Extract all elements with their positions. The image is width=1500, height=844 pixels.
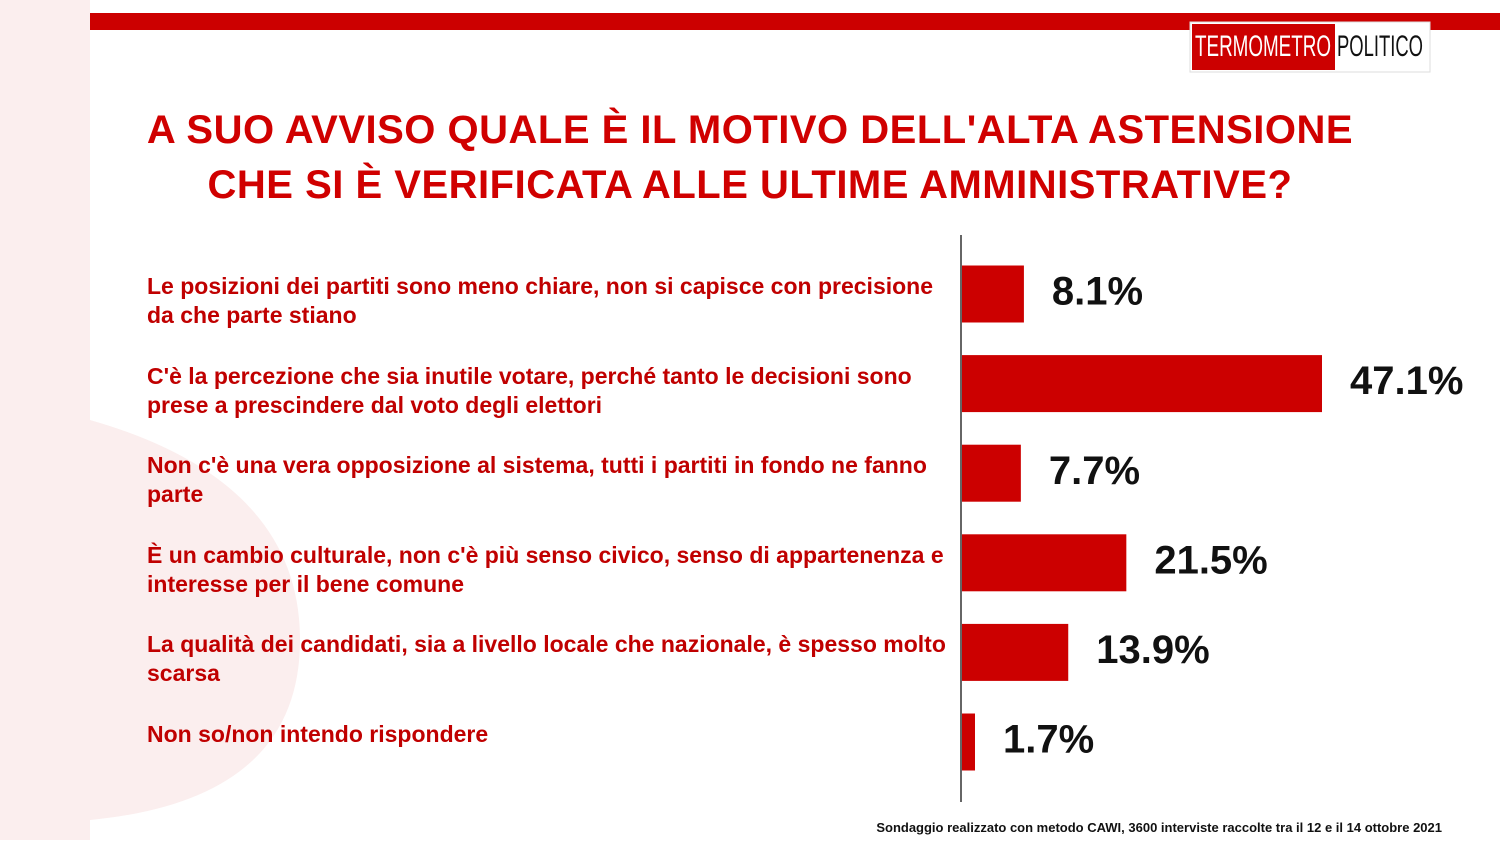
value-label: 7.7% xyxy=(1049,449,1140,493)
chart-title: A SUO AVVISO QUALE È IL MOTIVO DELL'ALTA… xyxy=(146,108,1354,152)
value-label: 47.1% xyxy=(1350,359,1463,403)
value-label: 1.7% xyxy=(1003,718,1094,762)
bar xyxy=(962,355,1322,413)
category-label: La qualità dei candidati, sia a livello … xyxy=(147,631,946,687)
logo-left: TERMOMETRO xyxy=(1195,30,1331,63)
logo-right: POLITICO xyxy=(1337,30,1423,63)
value-label: 21.5% xyxy=(1154,538,1267,582)
logo-red xyxy=(1192,24,1335,70)
bar xyxy=(962,713,975,771)
bar xyxy=(962,534,1127,592)
category-label: Non c'è una vera opposizione al sistema,… xyxy=(147,452,927,508)
category-label: È un cambio culturale, non c'è più senso… xyxy=(147,541,944,597)
top-band xyxy=(0,13,1500,30)
bar xyxy=(962,265,1024,323)
chart-title: CHE SI È VERIFICATA ALLE ULTIME AMMINIST… xyxy=(207,163,1293,207)
value-label: 13.9% xyxy=(1096,628,1209,672)
footnote: Sondaggio realizzato con metodo CAWI, 36… xyxy=(876,820,1442,835)
bar xyxy=(962,623,1069,681)
bar xyxy=(962,444,1021,502)
category-label: Non so/non intendo rispondere xyxy=(147,721,489,747)
category-label: C'è la percezione che sia inutile votare… xyxy=(147,362,912,418)
category-label: Le posizioni dei partiti sono meno chiar… xyxy=(147,273,934,328)
value-label: 8.1% xyxy=(1052,270,1143,314)
background-shape xyxy=(0,0,300,840)
